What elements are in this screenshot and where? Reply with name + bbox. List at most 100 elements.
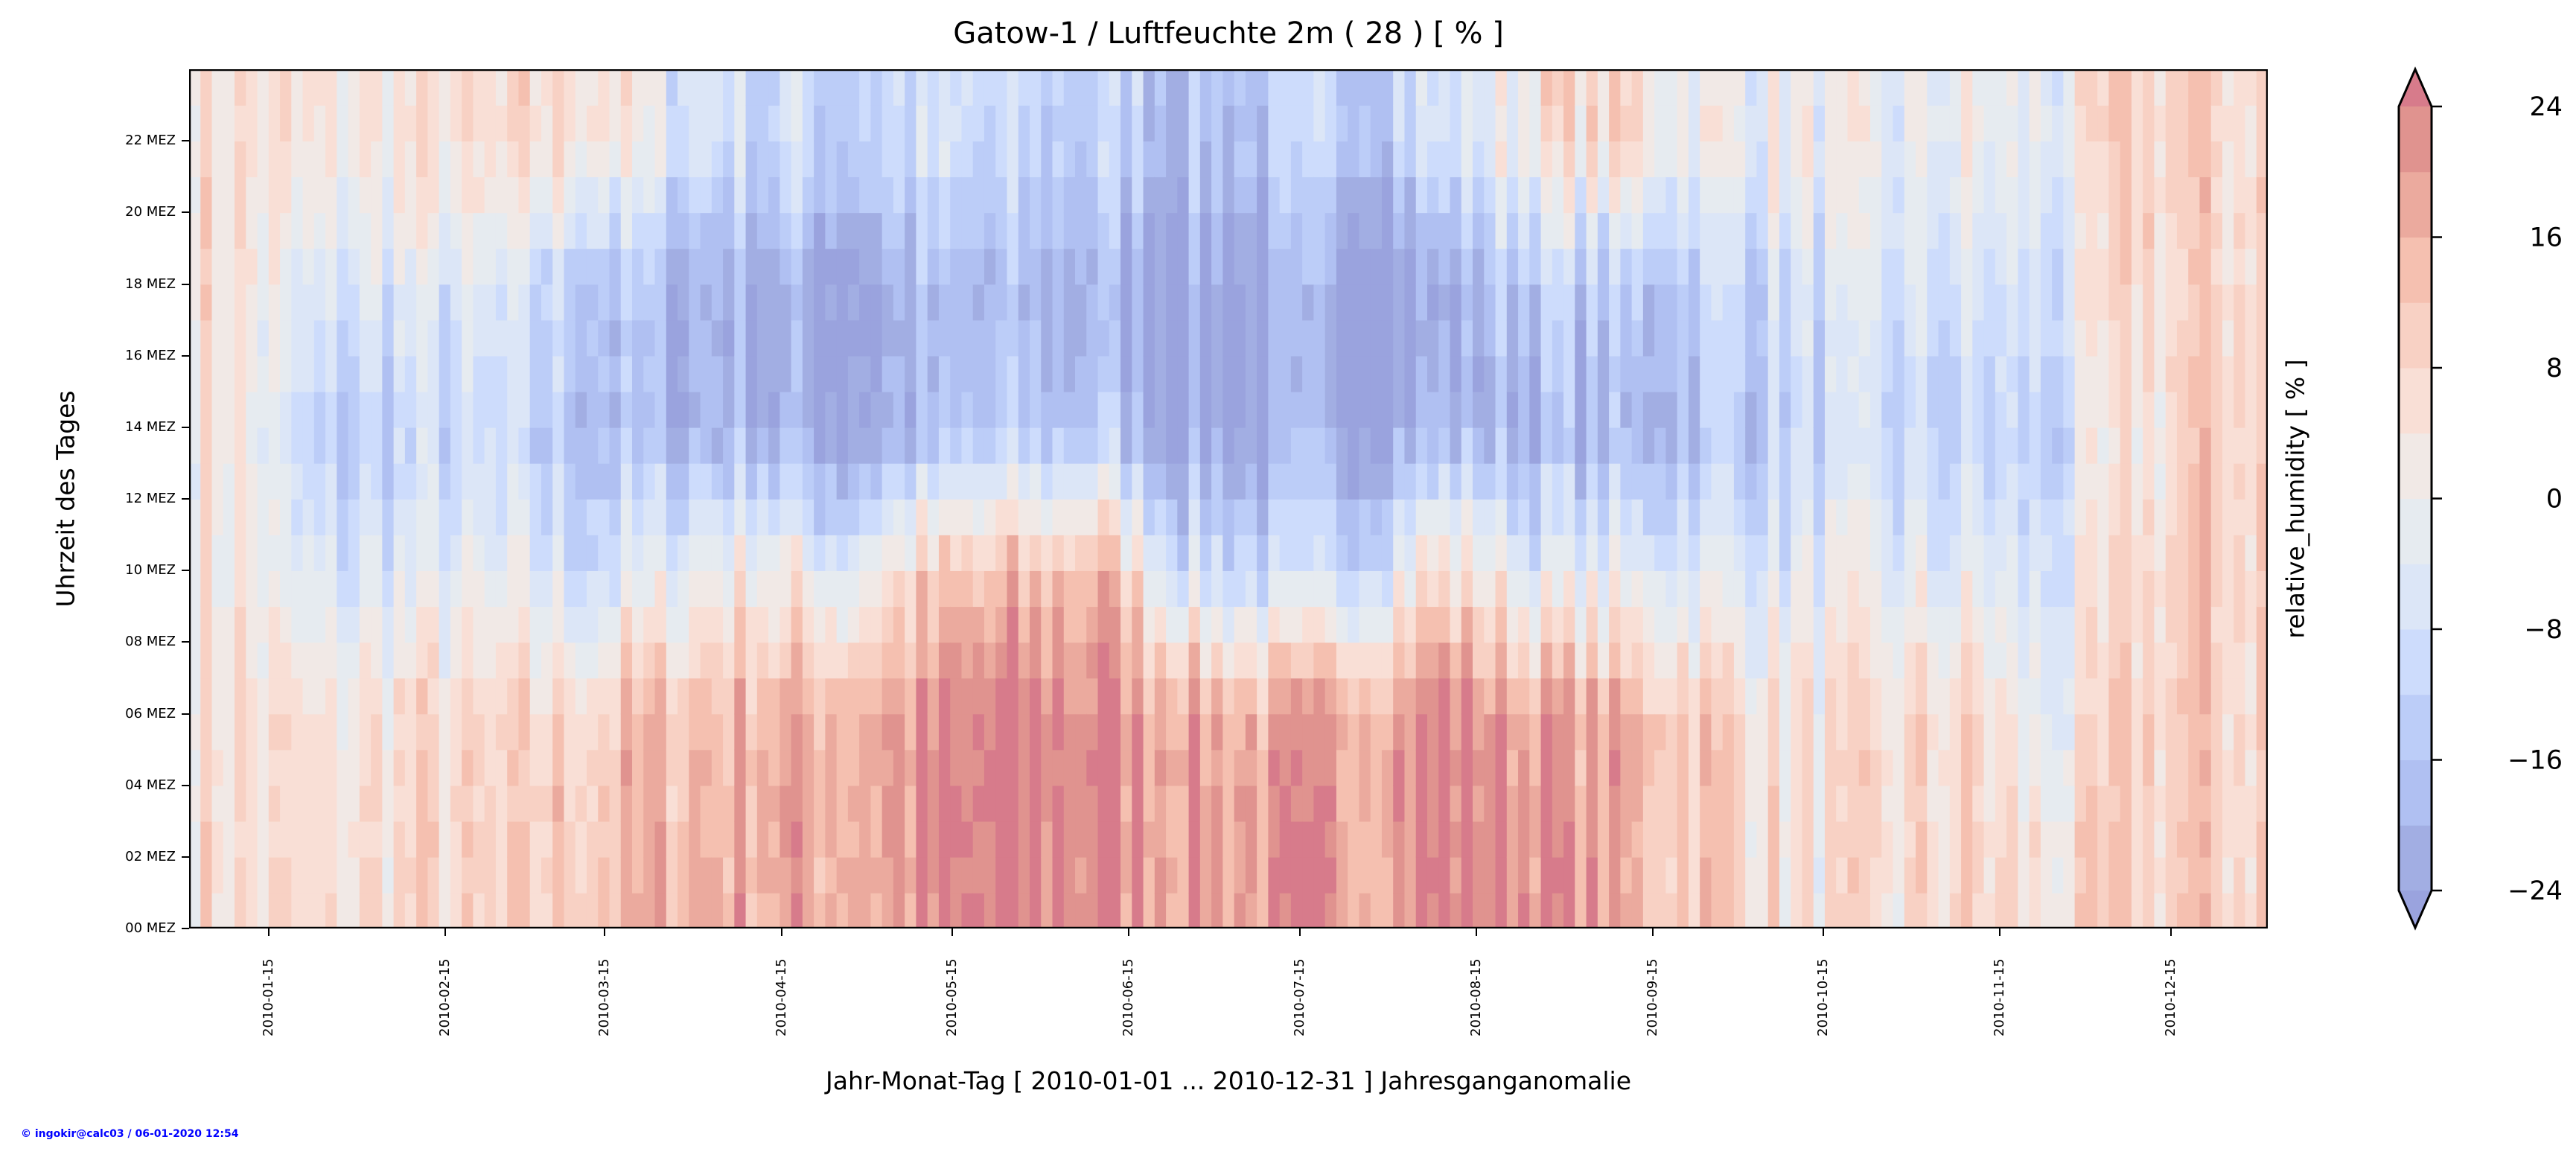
heatmap-cell (1665, 212, 1678, 249)
heatmap-cell (1234, 713, 1246, 751)
heatmap-cell (2165, 212, 2178, 249)
heatmap-cell (484, 105, 497, 141)
heatmap-cell (473, 535, 485, 571)
heatmap-cell (1484, 713, 1496, 751)
heatmap-cell (1257, 713, 1269, 751)
heatmap-cell (598, 570, 610, 608)
heatmap-cell (2210, 821, 2223, 858)
heatmap-cell (1268, 105, 1281, 141)
heatmap-cell (1722, 427, 1735, 464)
heatmap-cell (1949, 212, 1962, 249)
heatmap-cell (905, 248, 917, 285)
heatmap-cell (2165, 248, 2178, 285)
heatmap-cell (507, 355, 520, 392)
heatmap-cell (1450, 141, 1462, 178)
heatmap-cell (1132, 355, 1144, 392)
heatmap-cell (2256, 642, 2268, 679)
heatmap-cell (654, 821, 667, 858)
heatmap-cell (916, 105, 928, 141)
heatmap-cell (1722, 319, 1735, 357)
heatmap-cell (961, 176, 974, 214)
heatmap-cell (1199, 856, 1212, 894)
heatmap-cell (2154, 892, 2167, 928)
heatmap-cell (1972, 892, 1985, 928)
heatmap-cell (280, 785, 293, 822)
heatmap-cell (1654, 570, 1667, 608)
heatmap-cell (2245, 69, 2257, 106)
heatmap-cell (1381, 713, 1394, 751)
heatmap-cell (893, 176, 905, 214)
heatmap-cell (893, 785, 905, 822)
heatmap-cell (473, 570, 485, 608)
heatmap-cell (586, 535, 599, 571)
heatmap-cell (700, 642, 712, 679)
heatmap-cell (1109, 212, 1121, 249)
heatmap-cell (393, 319, 406, 357)
heatmap-cell (666, 749, 678, 786)
heatmap-cell (893, 606, 905, 643)
heatmap-cell (916, 856, 928, 894)
heatmap-cell (268, 319, 281, 357)
heatmap-cell (859, 105, 872, 141)
heatmap-cell (1290, 141, 1303, 178)
heatmap-cell (1348, 642, 1360, 679)
heatmap-cell (1324, 462, 1337, 500)
heatmap-cell (1007, 141, 1019, 178)
heatmap-cell (950, 391, 963, 428)
heatmap-cell (870, 105, 883, 141)
heatmap-cell (654, 713, 667, 751)
heatmap-cell (257, 499, 270, 535)
heatmap-cell (1461, 248, 1473, 285)
heatmap-cell (1972, 355, 1985, 392)
heatmap-cell (1700, 319, 1712, 357)
heatmap-cell (2176, 462, 2190, 500)
heatmap-cell (2108, 749, 2121, 786)
heatmap-cell (1983, 319, 1996, 357)
heatmap-cell (1086, 427, 1099, 464)
heatmap-cell (1188, 284, 1201, 321)
heatmap-cell (950, 749, 963, 786)
heatmap-cell (2222, 821, 2235, 858)
heatmap-cell (1791, 248, 1803, 285)
heatmap-cell (2052, 713, 2065, 751)
heatmap-cell (1847, 749, 1860, 786)
heatmap-cell (541, 821, 554, 858)
heatmap-cell (1654, 427, 1667, 464)
heatmap-cell (1983, 535, 1996, 571)
heatmap-cell (1802, 606, 1814, 643)
heatmap-cell (507, 535, 520, 571)
heatmap-cell (1461, 821, 1473, 858)
heatmap-cell (223, 892, 235, 928)
heatmap-cell (745, 176, 758, 214)
heatmap-cell (2085, 713, 2098, 751)
heatmap-cell (1370, 248, 1383, 285)
heatmap-cell (2006, 535, 2019, 571)
heatmap-cell (1234, 141, 1246, 178)
heatmap-cell (1336, 821, 1348, 858)
heatmap-cell (552, 606, 565, 643)
heatmap-cell (564, 499, 576, 535)
heatmap-cell (1642, 499, 1655, 535)
heatmap-cell (1654, 499, 1667, 535)
heatmap-cell (518, 499, 531, 535)
heatmap-cell (2018, 462, 2030, 500)
heatmap-cell (439, 678, 451, 715)
heatmap-cell (2176, 713, 2190, 751)
heatmap-cell (211, 713, 224, 751)
heatmap-cell (2029, 69, 2041, 106)
heatmap-cell (983, 678, 997, 715)
heatmap-cell (1870, 462, 1883, 500)
heatmap-cell (1688, 678, 1700, 715)
heatmap-cell (2040, 462, 2053, 500)
colorbar-band (2399, 302, 2432, 369)
heatmap-cell (450, 642, 462, 679)
heatmap-cell (1188, 355, 1201, 392)
heatmap-cell (1495, 391, 1508, 428)
heatmap-cell (1711, 642, 1724, 679)
heatmap-cell (916, 713, 928, 751)
heatmap-cell (1166, 319, 1179, 357)
heatmap-cell (1461, 105, 1473, 141)
heatmap-cell (1336, 319, 1348, 357)
heatmap-cell (825, 427, 838, 464)
heatmap-cell (1302, 606, 1315, 643)
